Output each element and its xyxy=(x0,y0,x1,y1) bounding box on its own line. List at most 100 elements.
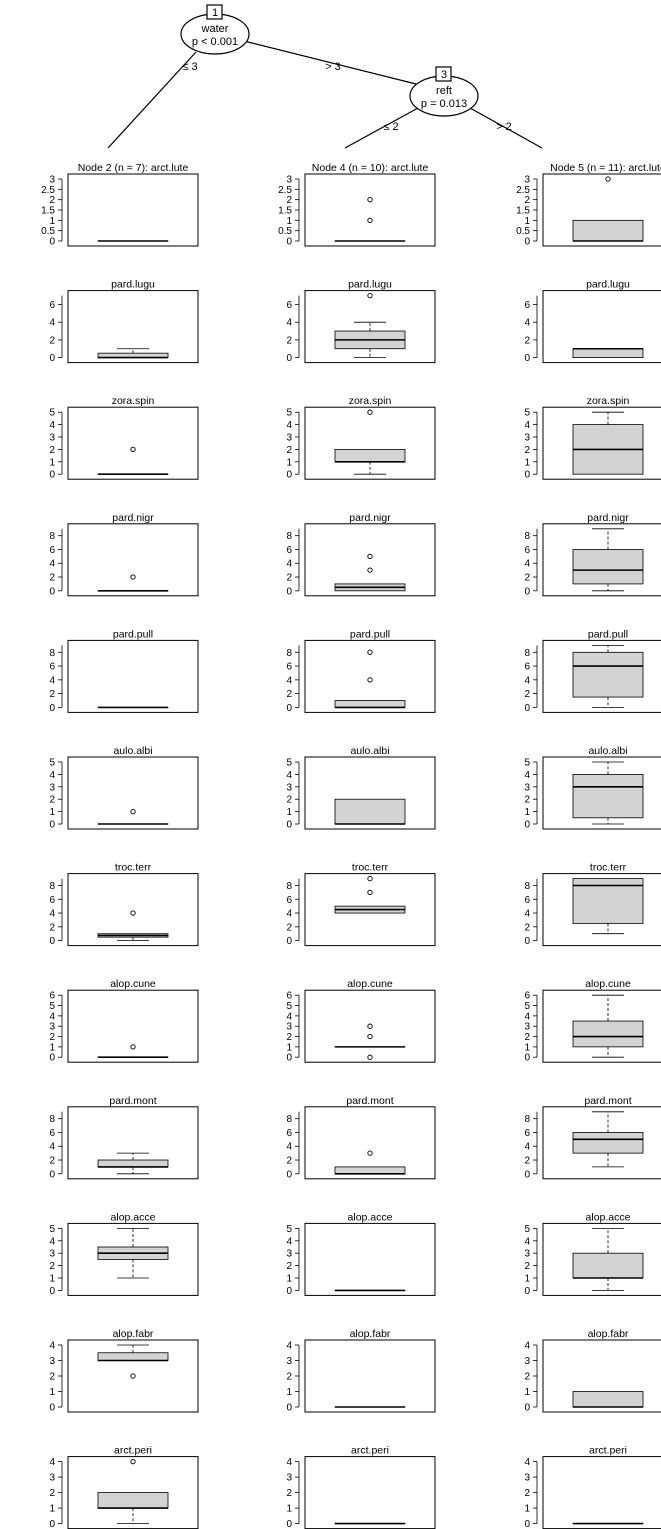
y-tick-label: 4 xyxy=(286,420,292,431)
y-tick-label: 3 xyxy=(49,1473,55,1484)
y-tick-label: 5 xyxy=(49,1224,55,1235)
y-tick-label: 1 xyxy=(286,1274,292,1285)
panel-title: Node 2 (n = 7): arct.lute xyxy=(78,162,189,174)
panel-pard.lugu-col2: pard.lugu 0 2 4 6 xyxy=(286,279,436,364)
y-tick-label: 2 xyxy=(286,573,292,584)
tree-labels: 1 water p < 0.001 3 reft p = 0.013 ≤ 3 >… xyxy=(182,7,511,133)
y-tick-label: 2 xyxy=(286,1261,292,1272)
y-tick-label: 2 xyxy=(524,1261,530,1272)
y-tick-label: 0 xyxy=(49,703,55,714)
panel-title: alop.fabr xyxy=(350,1328,391,1340)
y-tick-label: 2 xyxy=(286,1372,292,1383)
boxplot-panels: Node 2 (n = 7): arct.lute00.511.522.53No… xyxy=(41,162,661,1529)
y-tick-label: 5 xyxy=(286,1224,292,1235)
y-tick-label: 2 xyxy=(524,795,530,806)
panel-frame xyxy=(542,406,661,480)
y-tick-label: 6 xyxy=(524,300,530,311)
y-tick-label: 1 xyxy=(524,1387,530,1398)
y-tick-label: 2 xyxy=(49,1261,55,1272)
y-tick-label: 4 xyxy=(524,770,530,781)
y-tick-label: 3 xyxy=(286,1473,292,1484)
panel-pard.pull-col3: pard.pull 0 2 4 6 8 xyxy=(524,628,661,714)
panel-frame xyxy=(67,523,199,597)
y-tick-label: 3 xyxy=(286,433,292,444)
y-tick-label: 0 xyxy=(49,353,55,364)
y-tick-label: 3 xyxy=(524,782,530,793)
y-tick-label: 4 xyxy=(524,1341,530,1352)
y-tick-label: 1 xyxy=(286,1504,292,1515)
y-tick-label: 3 xyxy=(524,1022,530,1033)
y-tick-label: 0 xyxy=(49,1403,55,1414)
y-tick-label: 2 xyxy=(49,1032,55,1043)
panel-frame xyxy=(304,173,436,247)
y-tick-label: 2 xyxy=(524,573,530,584)
y-tick-label: 6 xyxy=(49,991,55,1002)
y-tick-label: 0 xyxy=(524,353,530,364)
panel-frame xyxy=(67,873,199,947)
y-tick-label: 4 xyxy=(49,675,55,686)
panel-title: pard.mont xyxy=(346,1095,393,1107)
y-tick-label: 2 xyxy=(49,1488,55,1499)
panel-alop.fabr-col2: alop.fabr 0 1 2 3 4 xyxy=(286,1328,436,1414)
y-tick-label: 6 xyxy=(524,545,530,556)
y-tick-label: 3 xyxy=(524,1249,530,1260)
panel-title: aulo.albi xyxy=(113,745,152,757)
y-tick-label: 0 xyxy=(286,1403,292,1414)
y-tick-label: 3 xyxy=(524,1473,530,1484)
outlier-point xyxy=(130,446,136,453)
outlier-point xyxy=(367,1054,373,1060)
panel-alop.fabr-col1: alop.fabr 0 1 2 3 4 xyxy=(49,1328,199,1414)
y-tick-label: 6 xyxy=(286,545,292,556)
panel-arct.peri-col1: arct.peri 0 1 2 3 4 xyxy=(49,1445,199,1529)
panel-title: troc.terr xyxy=(115,862,152,874)
panel-title: pard.lugu xyxy=(586,279,630,291)
y-tick-label: 1 xyxy=(49,807,55,818)
panel-pard.nigr-col1: pard.nigr 0 2 4 6 8 xyxy=(49,512,199,597)
y-tick-label: 6 xyxy=(49,662,55,673)
box xyxy=(334,700,406,708)
y-tick-label: 1.5 xyxy=(278,206,292,217)
y-tick-label: 4 xyxy=(286,1236,292,1247)
y-tick-label: 0 xyxy=(49,1519,55,1529)
y-tick-label: 2 xyxy=(524,445,530,456)
panel-troc.terr-col2: troc.terr 0 2 4 6 8 xyxy=(286,862,436,947)
y-tick-label: 8 xyxy=(49,881,55,892)
y-tick-label: 2 xyxy=(286,922,292,933)
y-tick-label: 1 xyxy=(286,216,292,227)
panel-frame xyxy=(542,873,661,947)
y-tick-label: 1 xyxy=(524,807,530,818)
y-tick-label: 3 xyxy=(49,1022,55,1033)
panel-frame xyxy=(542,639,661,713)
panel-title: pard.pull xyxy=(350,628,390,640)
panel-frame xyxy=(304,989,436,1063)
y-tick-label: 5 xyxy=(524,1001,530,1012)
y-tick-label: 0 xyxy=(286,237,292,248)
y-tick-label: 6 xyxy=(49,300,55,311)
y-tick-label: 6 xyxy=(286,895,292,906)
panel-title: alop.acce xyxy=(348,1211,393,1223)
y-tick-label: 4 xyxy=(286,909,292,920)
box xyxy=(572,774,644,819)
panel-title: Node 5 (n = 11): arct.lute xyxy=(550,162,661,174)
outlier-point xyxy=(130,1044,136,1050)
panel-title: alop.cune xyxy=(110,978,156,990)
outlier-point xyxy=(130,574,136,580)
y-tick-label: 0 xyxy=(524,936,530,947)
y-tick-label: 4 xyxy=(524,1236,530,1247)
y-tick-label: 1 xyxy=(524,457,530,468)
edge-line-1-3 xyxy=(239,39,421,86)
panel-frame xyxy=(304,1456,436,1529)
y-tick-label: 8 xyxy=(49,1114,55,1125)
outlier-point xyxy=(367,409,373,415)
y-tick-label: 0 xyxy=(524,1403,530,1414)
outlier-point xyxy=(367,217,373,223)
panel-frame xyxy=(542,1106,661,1180)
y-tick-label: 3 xyxy=(286,1356,292,1367)
outlier-point xyxy=(367,875,373,882)
y-tick-label: 0 xyxy=(286,820,292,831)
y-tick-label: 2 xyxy=(286,445,292,456)
panel-title: alop.cune xyxy=(585,978,631,990)
panel-frame xyxy=(304,873,436,947)
outlier-point xyxy=(367,677,373,683)
panel-title: pard.nigr xyxy=(112,512,154,524)
